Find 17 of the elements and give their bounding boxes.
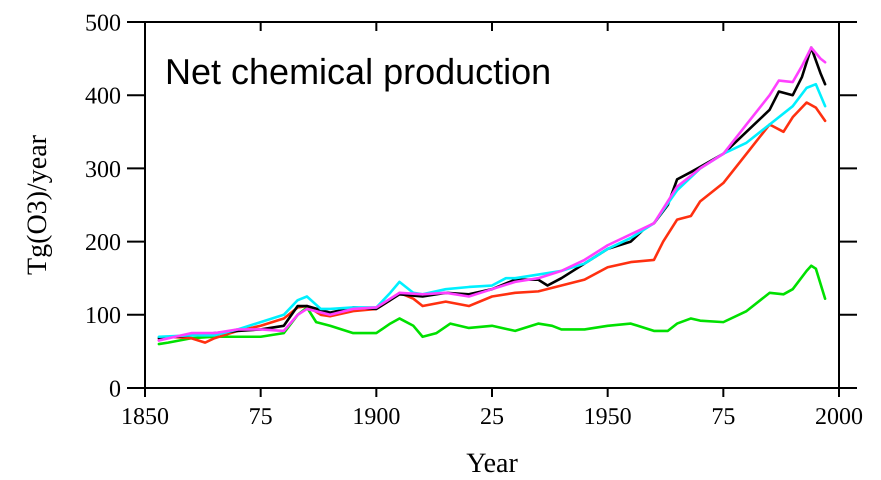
- annotation: Net chemical production: [165, 51, 552, 92]
- x-tick-label: 1850: [121, 404, 169, 430]
- y-axis-title: Tg(O3)/year: [22, 134, 53, 275]
- x-tick-label: 75: [248, 404, 273, 430]
- y-tick-label: 400: [85, 84, 121, 110]
- x-tick-label: 75: [711, 404, 736, 430]
- y-tick-label: 0: [109, 376, 121, 402]
- x-tick-label: 1900: [352, 404, 400, 430]
- y-tick-label: 200: [85, 230, 121, 256]
- y-tick-label: 100: [85, 303, 121, 330]
- y-tick-label: 300: [85, 156, 121, 183]
- x-axis-title: Year: [466, 448, 518, 479]
- x-tick-label: 1950: [584, 404, 632, 430]
- line-series: [158, 264, 826, 346]
- x-tick-label: 25: [480, 404, 504, 430]
- x-tick-label: 2000: [815, 404, 863, 430]
- y-tick-label: 500: [85, 10, 121, 36]
